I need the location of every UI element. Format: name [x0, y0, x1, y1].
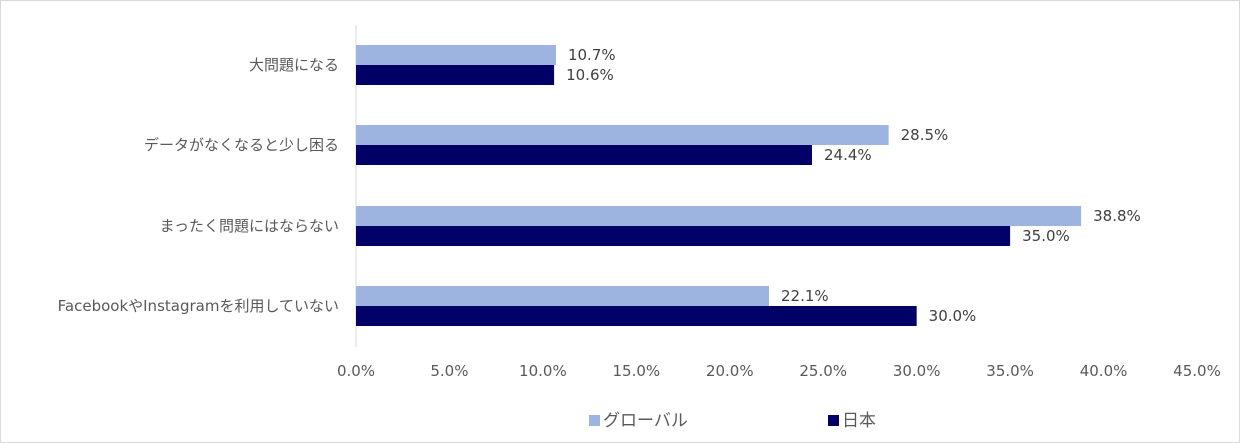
- legend-label: グローバル: [603, 411, 688, 431]
- legend-swatch-global: [589, 415, 600, 426]
- x-tick-label: 20.0%: [706, 362, 754, 380]
- bar-japan: [356, 65, 555, 85]
- bar-japan: [356, 145, 813, 165]
- x-tick-label: 30.0%: [893, 362, 941, 380]
- category-label: FacebookやInstagramを利用していない: [58, 297, 339, 315]
- x-tick-label: 0.0%: [337, 362, 375, 380]
- x-tick-label: 15.0%: [613, 362, 661, 380]
- bar-japan: [356, 226, 1011, 246]
- category-label: 大問題になる: [249, 56, 339, 74]
- x-tick-label: 5.0%: [430, 362, 468, 380]
- category-label: まったく問題にはならない: [160, 217, 339, 235]
- legend-label: 日本: [842, 411, 876, 431]
- data-label: 22.1%: [781, 287, 829, 305]
- data-label: 38.8%: [1093, 207, 1141, 225]
- legend-swatch-japan: [828, 415, 839, 426]
- data-label: 30.0%: [929, 307, 977, 325]
- data-label: 35.0%: [1022, 227, 1070, 245]
- bar-global: [356, 286, 770, 306]
- bar-global: [356, 125, 889, 145]
- data-label: 10.6%: [566, 66, 614, 84]
- x-tick-label: 40.0%: [1080, 362, 1128, 380]
- x-tick-label: 25.0%: [799, 362, 847, 380]
- x-tick-label: 10.0%: [519, 362, 567, 380]
- category-label: データがなくなると少し困る: [144, 136, 339, 154]
- bar-global: [356, 206, 1082, 226]
- data-label: 28.5%: [901, 126, 949, 144]
- bar-japan: [356, 306, 917, 326]
- bar-global: [356, 45, 556, 65]
- data-label: 24.4%: [824, 146, 872, 164]
- x-tick-label: 35.0%: [986, 362, 1034, 380]
- data-label: 10.7%: [568, 46, 616, 64]
- x-tick-label: 45.0%: [1173, 362, 1221, 380]
